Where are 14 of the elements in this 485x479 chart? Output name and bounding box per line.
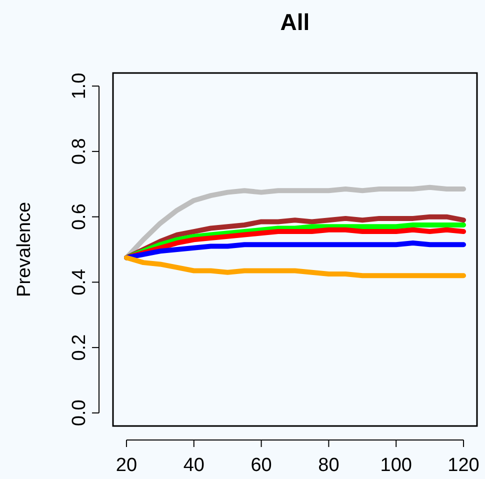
- x-tick-label: 20: [116, 455, 138, 476]
- y-tick-label: 0.4: [69, 268, 90, 296]
- x-tick-label: 60: [250, 455, 272, 476]
- x-tick-label: 80: [318, 455, 340, 476]
- y-tick-label: 0.6: [69, 204, 90, 230]
- y-tick-label: 0.8: [69, 138, 90, 165]
- chart-title: All: [280, 9, 310, 35]
- x-tick-label: 120: [448, 455, 480, 476]
- y-tick-label: 0.2: [69, 334, 90, 361]
- y-tick-label: 0.0: [69, 400, 90, 426]
- x-tick-label: 100: [380, 455, 412, 476]
- x-tick-label: 40: [183, 455, 204, 476]
- y-tick-label: 1.0: [69, 72, 90, 100]
- y-axis-title: Prevalence: [14, 202, 35, 298]
